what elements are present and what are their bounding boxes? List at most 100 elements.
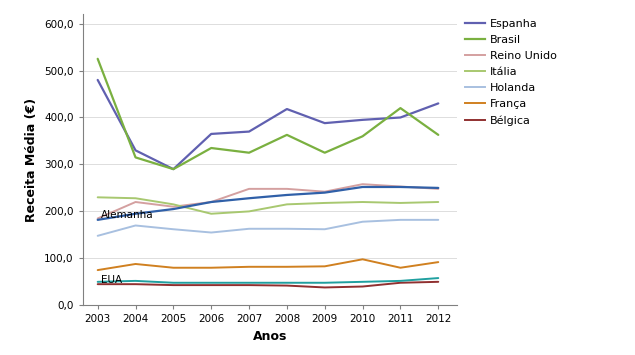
França	[359, 257, 366, 261]
Itália	[283, 202, 291, 207]
Itália	[321, 201, 328, 205]
Espanha	[283, 107, 291, 111]
EUA	[94, 280, 102, 284]
Bélgica	[321, 285, 328, 290]
Holanda	[208, 230, 215, 235]
Holanda	[94, 234, 102, 238]
Espanha	[321, 121, 328, 125]
Brasil	[170, 167, 177, 171]
Brasil	[359, 134, 366, 138]
Bélgica	[283, 283, 291, 288]
Reino Unido	[94, 216, 102, 220]
Line: Reino Unido: Reino Unido	[98, 184, 438, 218]
Line: Holanda: Holanda	[98, 220, 438, 236]
Holanda	[131, 223, 139, 228]
Reino Unido	[397, 184, 404, 189]
EUA	[359, 280, 366, 284]
EUA	[245, 281, 253, 285]
Holanda	[170, 227, 177, 231]
Line: Itália: Itália	[98, 197, 438, 214]
Espanha	[245, 130, 253, 134]
Alemanha	[170, 207, 177, 211]
Holanda	[397, 218, 404, 222]
X-axis label: Anos: Anos	[253, 330, 287, 343]
Espanha	[434, 101, 442, 105]
Espanha	[397, 115, 404, 120]
Bélgica	[170, 283, 177, 287]
Alemanha	[208, 200, 215, 204]
Reino Unido	[170, 204, 177, 209]
Brasil	[208, 146, 215, 150]
Bélgica	[245, 283, 253, 287]
Line: Espanha: Espanha	[98, 80, 438, 169]
Espanha	[359, 118, 366, 122]
Holanda	[434, 218, 442, 222]
Alemanha	[321, 191, 328, 195]
Espanha	[131, 148, 139, 153]
Reino Unido	[283, 187, 291, 191]
EUA	[397, 279, 404, 283]
França	[283, 265, 291, 269]
Espanha	[170, 167, 177, 171]
Bélgica	[397, 281, 404, 285]
Line: Alemanha: Alemanha	[98, 187, 438, 220]
Holanda	[321, 227, 328, 231]
França	[94, 268, 102, 272]
Espanha	[94, 78, 102, 82]
Line: Bélgica: Bélgica	[98, 282, 438, 288]
Espanha	[208, 132, 215, 136]
França	[245, 265, 253, 269]
EUA	[170, 281, 177, 285]
França	[434, 260, 442, 264]
Itália	[170, 202, 177, 207]
Brasil	[131, 155, 139, 159]
França	[131, 262, 139, 266]
Brasil	[397, 106, 404, 110]
Reino Unido	[245, 187, 253, 191]
França	[170, 266, 177, 270]
Bélgica	[131, 282, 139, 286]
Itália	[208, 212, 215, 216]
Bélgica	[208, 283, 215, 287]
Brasil	[283, 133, 291, 137]
Bélgica	[359, 284, 366, 289]
França	[321, 264, 328, 268]
Alemanha	[397, 185, 404, 189]
Itália	[359, 200, 366, 204]
Line: Brasil: Brasil	[98, 59, 438, 169]
Brasil	[245, 151, 253, 155]
Alemanha	[359, 185, 366, 189]
Reino Unido	[321, 190, 328, 194]
Bélgica	[94, 282, 102, 286]
EUA	[321, 281, 328, 285]
EUA	[283, 281, 291, 285]
Text: Alemanha: Alemanha	[101, 210, 153, 220]
Holanda	[283, 226, 291, 231]
Itália	[131, 196, 139, 200]
França	[208, 266, 215, 270]
Alemanha	[283, 193, 291, 197]
Alemanha	[245, 196, 253, 200]
EUA	[208, 281, 215, 285]
Alemanha	[94, 218, 102, 222]
Holanda	[245, 226, 253, 231]
Holanda	[359, 220, 366, 224]
Line: EUA: EUA	[98, 278, 438, 283]
Itália	[245, 209, 253, 213]
Alemanha	[434, 186, 442, 190]
Reino Unido	[208, 200, 215, 204]
Itália	[434, 200, 442, 204]
Line: França: França	[98, 259, 438, 270]
Text: EUA: EUA	[101, 275, 122, 285]
Alemanha	[131, 212, 139, 216]
Brasil	[321, 151, 328, 155]
Itália	[397, 201, 404, 205]
Reino Unido	[434, 187, 442, 191]
EUA	[131, 279, 139, 283]
Itália	[94, 195, 102, 200]
Bélgica	[434, 280, 442, 284]
Reino Unido	[359, 182, 366, 186]
França	[397, 266, 404, 270]
Legend: Espanha, Brasil, Reino Unido, Itália, Holanda, França, Bélgica: Espanha, Brasil, Reino Unido, Itália, Ho…	[461, 14, 561, 130]
Brasil	[94, 57, 102, 61]
